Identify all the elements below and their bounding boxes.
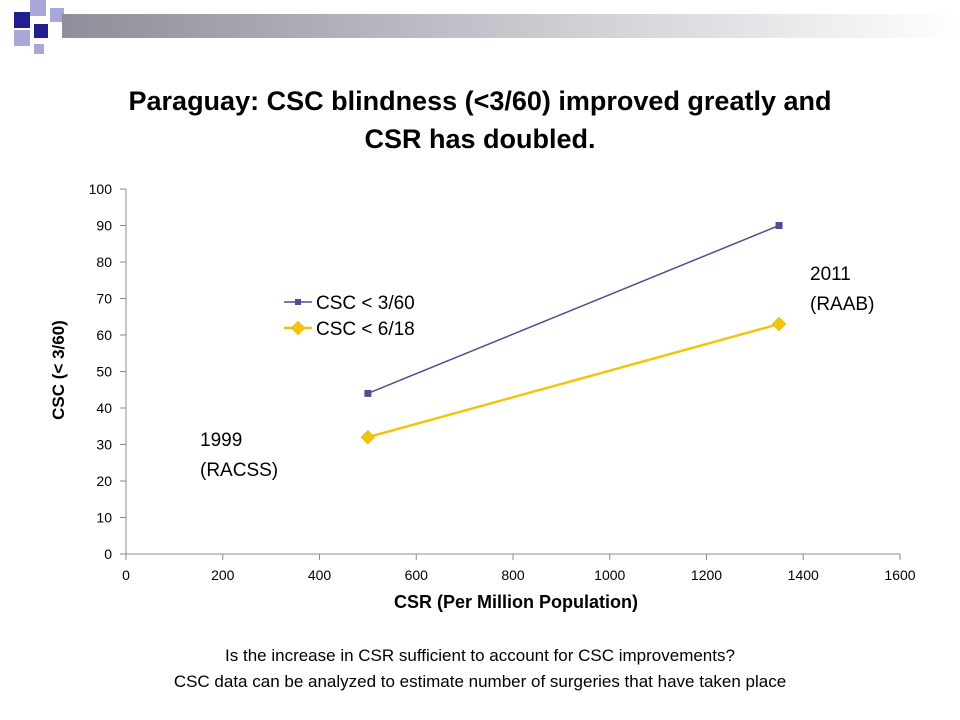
deco-square-light-3	[50, 8, 64, 22]
slide-title-line-2: CSR has doubled.	[364, 124, 596, 154]
y-tick-label: 60	[96, 327, 112, 343]
x-tick-label: 200	[211, 567, 235, 583]
x-tick-label: 1400	[788, 567, 819, 583]
legend-swatch-marker	[295, 299, 301, 305]
legend-entry-1: CSC < 3/60	[284, 293, 415, 314]
legend-label: CSC < 3/60	[316, 293, 415, 314]
annotation-survey: (RACSS)	[200, 460, 278, 481]
slide-title: Paraguay: CSC blindness (<3/60) improved…	[40, 82, 920, 158]
slide-title-line-1: Paraguay: CSC blindness (<3/60) improved…	[128, 86, 832, 116]
caption-question: Is the increase in CSR sufficient to acc…	[225, 646, 735, 665]
deco-square-light-4	[34, 44, 44, 54]
y-tick-label: 50	[96, 364, 112, 380]
deco-square-light-1	[30, 0, 46, 16]
legend-label: CSC < 6/18	[316, 319, 415, 340]
y-tick-label: 20	[96, 473, 112, 489]
y-tick-label: 30	[96, 437, 112, 453]
annotation-year: 1999	[200, 430, 242, 451]
data-point	[364, 389, 372, 397]
data-point	[360, 429, 376, 445]
x-tick-label: 400	[308, 567, 332, 583]
y-tick-label: 90	[96, 218, 112, 234]
y-tick-label: 100	[89, 181, 113, 197]
chart-axes	[120, 188, 901, 560]
y-axis-label: CSC (< 3/60)	[49, 320, 68, 420]
y-tick-label: 40	[96, 400, 112, 416]
data-point	[775, 222, 783, 229]
deco-square-light-2	[14, 30, 30, 46]
x-tick-label: 1000	[594, 567, 625, 583]
annotation-survey: (RAAB)	[810, 294, 874, 315]
x-tick-label: 800	[501, 567, 525, 583]
annotation-2: 2011 (RAAB)	[810, 264, 874, 315]
deco-square-dark-1	[14, 12, 30, 28]
x-tick-label: 1600	[884, 567, 915, 583]
caption-note: CSC data can be analyzed to estimate num…	[173, 672, 787, 691]
data-point	[771, 316, 787, 332]
chart-series	[360, 222, 787, 445]
deco-gradient-band	[62, 14, 960, 38]
x-tick-labels: 0 200 400 600 800 1000 1200 1400 1600	[122, 567, 916, 583]
series-2	[360, 316, 787, 445]
slide-decoration	[14, 0, 960, 54]
y-tick-label: 70	[96, 291, 112, 307]
legend-entry-2: CSC < 6/18	[284, 319, 415, 340]
x-tick-label: 600	[405, 567, 429, 583]
y-tick-label: 80	[96, 254, 112, 270]
x-tick-label: 1200	[691, 567, 722, 583]
x-axis-label: CSR (Per Million Population)	[394, 592, 638, 612]
y-tick-label: 10	[96, 510, 112, 526]
annotation-1: 1999 (RACSS)	[200, 430, 278, 481]
x-tick-label: 0	[122, 567, 130, 583]
y-tick-labels: 0 10 20 30 40 50 60 70 80 90 100	[89, 181, 113, 562]
annotation-year: 2011	[810, 264, 851, 285]
legend-swatch-marker	[290, 320, 306, 336]
series-line	[367, 322, 780, 439]
series-1	[364, 222, 783, 397]
chart-annotations: 1999 (RACSS) 2011 (RAAB)	[200, 264, 874, 481]
deco-square-dark-2	[34, 24, 48, 38]
chart-legend: CSC < 3/60 CSC < 6/18	[284, 293, 415, 340]
series-line	[367, 224, 780, 395]
y-tick-label: 0	[104, 546, 112, 562]
